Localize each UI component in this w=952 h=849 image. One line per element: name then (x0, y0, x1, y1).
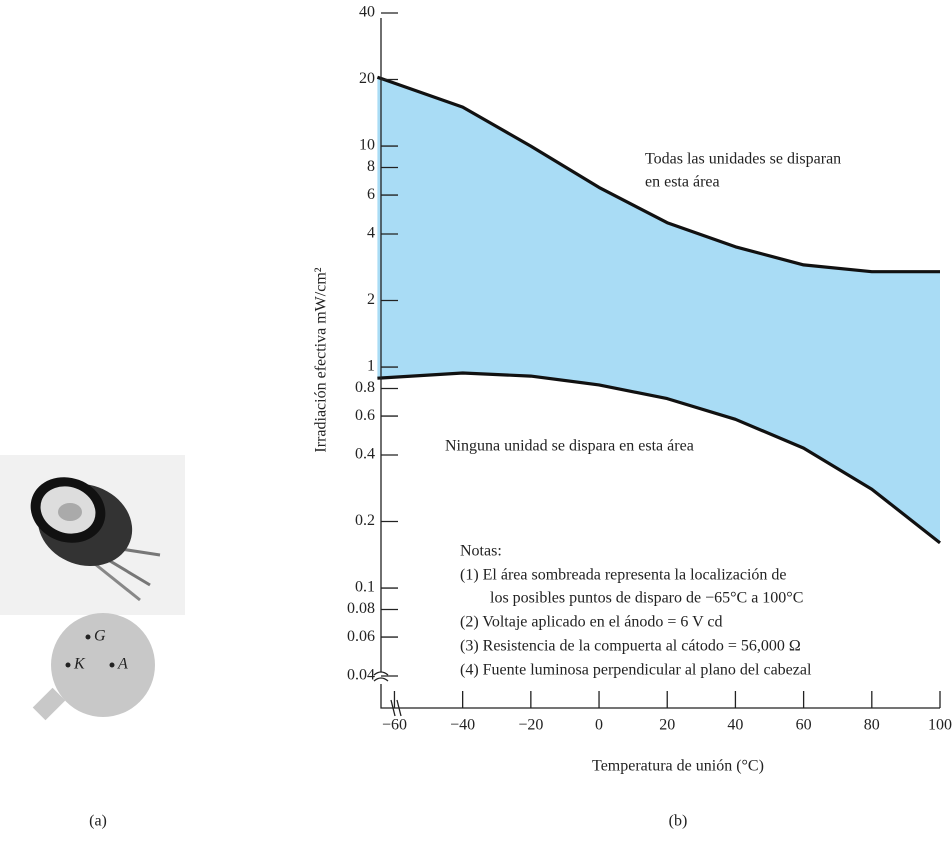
x-tick-label: −20 (518, 717, 543, 734)
pin-label: G (94, 628, 106, 645)
y-tick-label: 0.6 (355, 407, 375, 424)
note: (3) Resistencia de la compuerta al cátod… (460, 638, 801, 655)
y-tick-label: 0.04 (347, 667, 375, 684)
pin-label: A (117, 656, 128, 673)
note: (1) El área sombreada representa la loca… (460, 567, 786, 584)
y-tick-label: 0.2 (355, 512, 375, 529)
x-tick-label: 100 (928, 717, 952, 734)
y-tick-label: 0.1 (355, 579, 375, 596)
x-tick-label: 80 (864, 717, 880, 734)
annotation: Ninguna unidad se dispara en esta área (445, 438, 694, 455)
x-tick-label: −40 (450, 717, 475, 734)
y-tick-label: 40 (359, 4, 375, 21)
note: Notas: (460, 543, 502, 560)
y-tick-label: 0.4 (355, 446, 375, 463)
axis-line (380, 18, 940, 709)
y-tick-label: 4 (367, 225, 375, 242)
note: (4) Fuente luminosa perpendicular al pla… (460, 662, 812, 679)
axis-break (373, 671, 389, 682)
x-tick-label: 0 (595, 717, 603, 734)
annotation: en esta área (645, 174, 720, 191)
caption: (a) (89, 813, 107, 830)
y-tick-label: 8 (367, 158, 375, 175)
plot (376, 75, 941, 545)
caption: (b) (669, 813, 688, 830)
x-tick-label: 40 (727, 717, 743, 734)
pinout-diagram: G K A (32, 613, 155, 721)
y-axis-label: Irradiación efectiva mW/cm² (313, 267, 330, 452)
boundary-line (377, 371, 941, 545)
y-tick-label: 10 (359, 137, 375, 154)
y-tick-label: 2 (367, 291, 375, 308)
y-tick-label: 0.08 (347, 600, 375, 617)
device-photo (0, 455, 185, 615)
band-fill (377, 77, 940, 543)
y-tick-label: 6 (367, 186, 375, 203)
y-tick-label: 0.8 (355, 379, 375, 396)
note: (2) Voltaje aplicado en el ánodo = 6 V c… (460, 614, 722, 631)
boundary-line (376, 75, 940, 274)
x-tick-label: 20 (659, 717, 675, 734)
y-tick-label: 20 (359, 70, 375, 87)
note: los posibles puntos de disparo de −65°C … (490, 590, 803, 607)
pin-label: K (73, 656, 86, 673)
y-tick-label: 1 (367, 358, 375, 375)
x-axis-label: Temperatura de unión (°C) (592, 758, 764, 775)
x-tick-label: −60 (382, 717, 407, 734)
annotation: Todas las unidades se disparan (645, 151, 841, 168)
y-tick-label: 0.06 (347, 628, 375, 645)
axis-break (390, 699, 402, 717)
x-tick-label: 60 (796, 717, 812, 734)
